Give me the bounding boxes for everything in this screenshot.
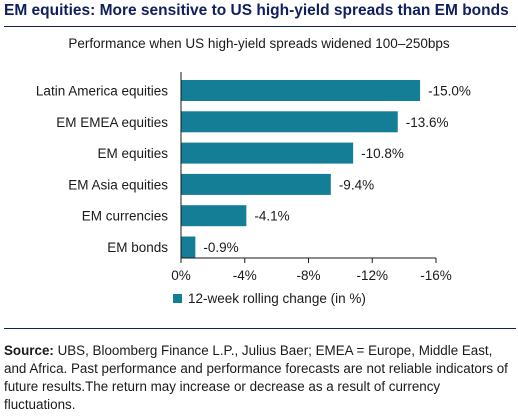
category-label: EM equities [97,146,168,161]
bar-chart: Latin America equities -15.0% EM EMEA equi… [36,72,471,306]
data-label: -13.6% [406,115,449,130]
bar [181,173,331,195]
data-label: -0.9% [203,240,238,255]
x-tick-label: -12% [356,268,388,283]
category-label: EM currencies [82,209,169,224]
bar [181,111,398,133]
legend-swatch [173,294,182,303]
chart-subtitle: Performance when US high-yield spreads w… [68,36,450,51]
title-rule [4,26,516,27]
data-label: -4.1% [254,209,289,224]
bar [181,236,196,258]
bar [181,142,354,164]
legend-label: 12-week rolling change (in %) [188,291,366,306]
data-label: -9.4% [339,177,374,192]
data-label: -15.0% [428,84,471,99]
category-label: EM Asia equities [68,177,168,192]
x-tick-label: -16% [420,268,452,283]
bar [181,205,247,227]
source-text: UBS, Bloomberg Finance L.P., Julius Baer… [4,343,508,412]
chart-title: EM equities: More sensitive to US high-y… [4,2,509,19]
source-rule [4,328,516,329]
bar [181,80,421,101]
source-note: Source: UBS, Bloomberg Finance L.P., Jul… [4,342,514,414]
x-tick-label: 0% [171,268,191,283]
data-label: -10.8% [361,146,404,161]
x-tick-label: -4% [233,268,257,283]
category-label: Latin America equities [36,84,168,99]
category-label: EM bonds [107,240,168,255]
source-label: Source: [4,343,54,358]
category-label: EM EMEA equities [56,115,168,130]
x-tick-label: -8% [296,268,320,283]
